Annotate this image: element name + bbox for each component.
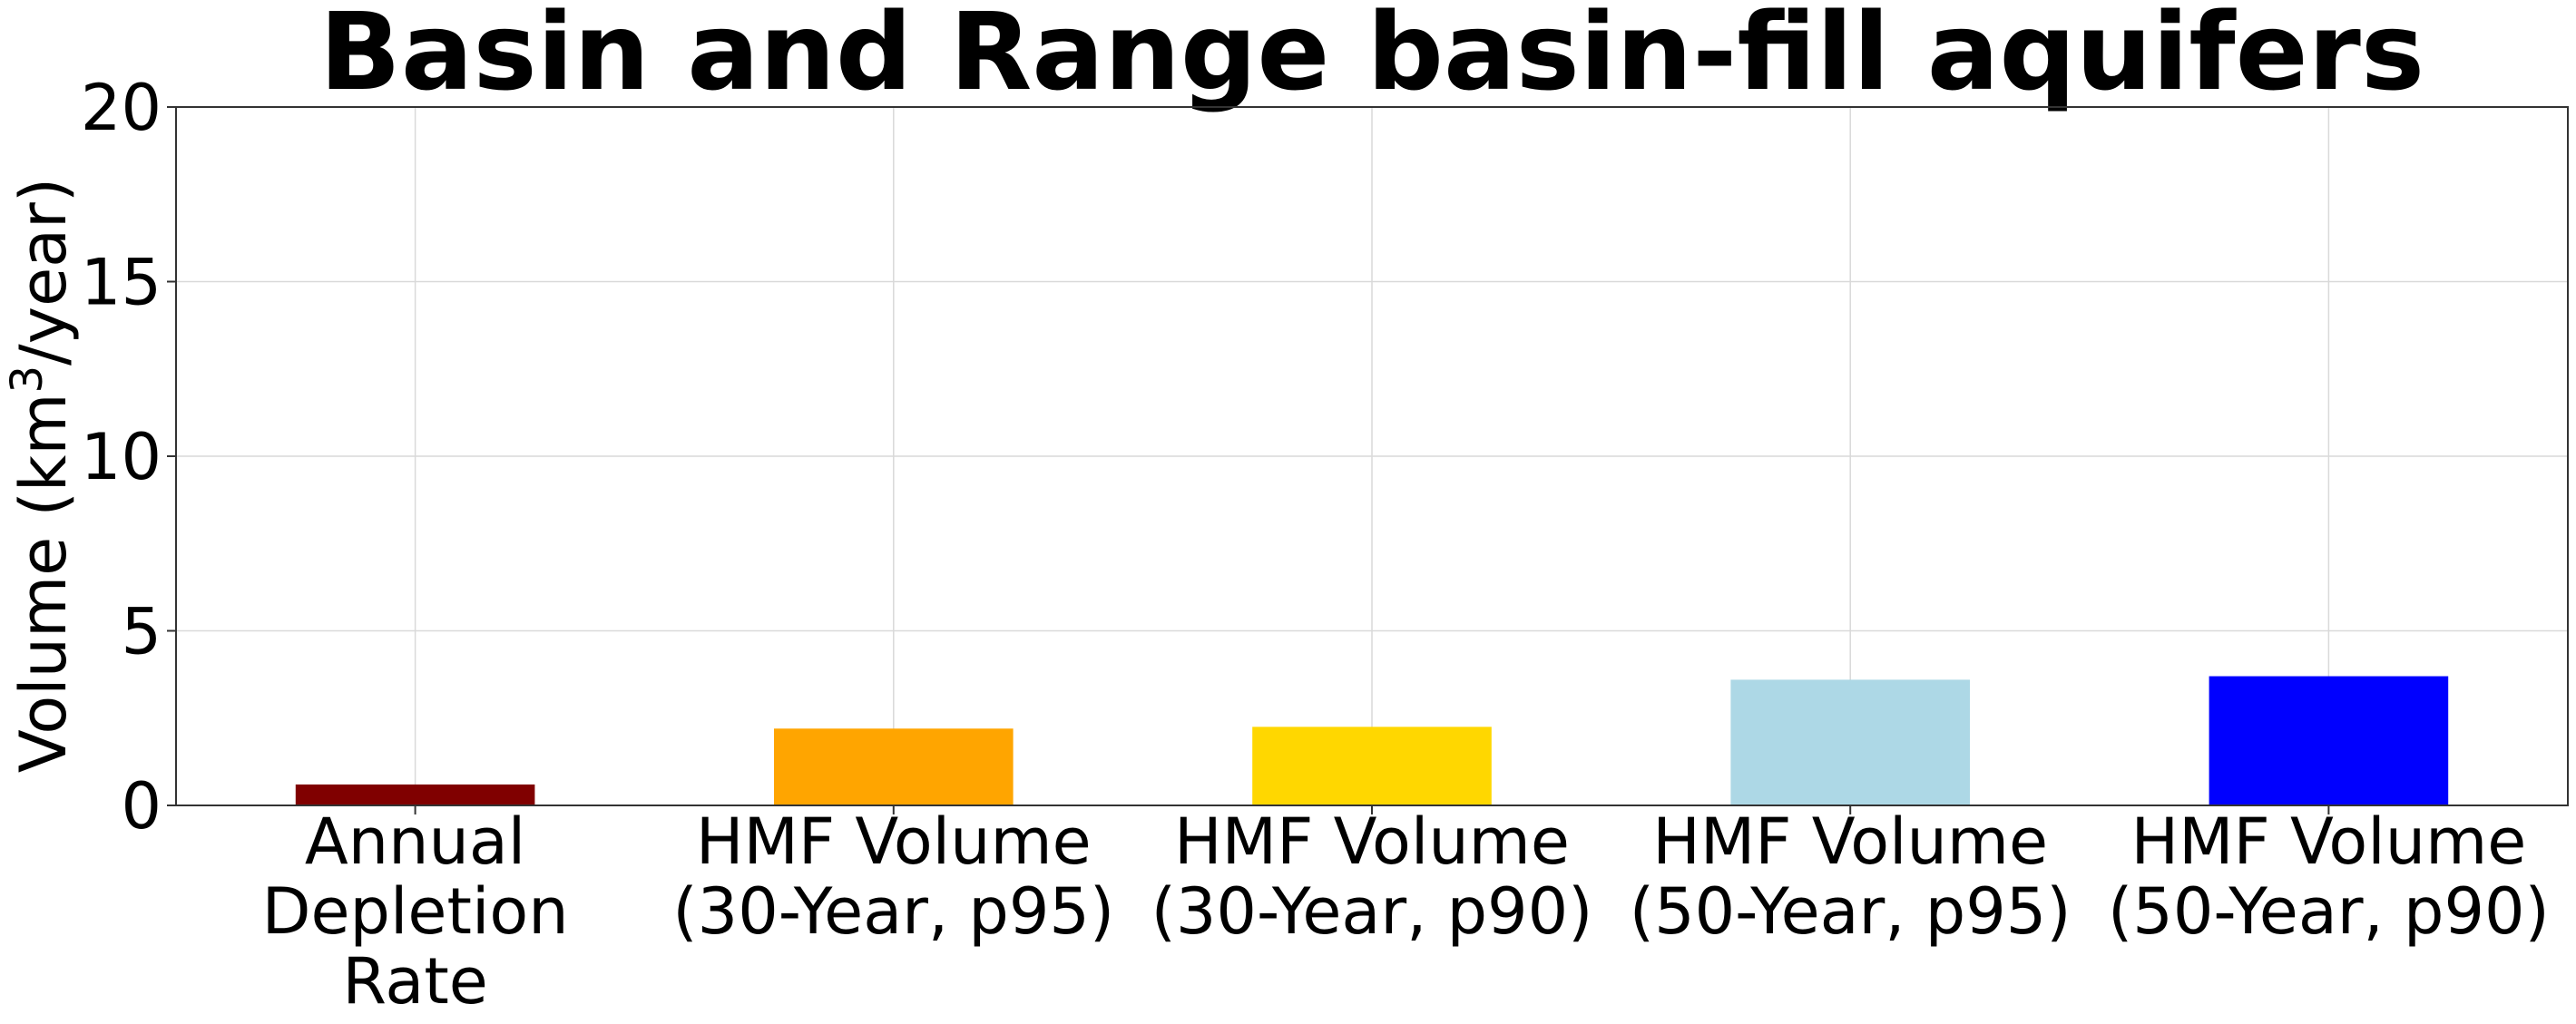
y-tick-label: 0 <box>121 769 162 844</box>
x-tick-label: HMF Volume (30-Year, p95) <box>672 805 1114 949</box>
y-axis-ticks: 0 5 10 15 20 <box>81 71 176 844</box>
x-tick-label: HMF Volume (50-Year, p90) <box>2108 805 2550 949</box>
x-tick-label-line: HMF Volume <box>696 805 1092 879</box>
x-tick-label-line: Depletion <box>262 874 569 949</box>
x-tick-label-line: (50-Year, p90) <box>2108 874 2550 949</box>
x-tick-label-line: HMF Volume <box>2130 805 2526 879</box>
chart-title: Basin and Range basin-fill aquifers <box>319 0 2424 114</box>
y-axis-label-prefix: Volume (km <box>6 393 81 773</box>
y-axis-label: Volume (km3/year) <box>2 178 81 773</box>
y-tick-label: 15 <box>81 246 162 320</box>
bar <box>2209 676 2449 805</box>
x-tick-label-line: Rate <box>342 944 488 1019</box>
x-tick-label-line: (30-Year, p90) <box>1151 874 1593 949</box>
bars <box>295 676 2449 805</box>
x-tick-label-line: HMF Volume <box>1652 805 2048 879</box>
y-tick-label: 10 <box>81 420 162 494</box>
bar <box>774 728 1014 805</box>
x-tick-label-line: HMF Volume <box>1174 805 1570 879</box>
y-tick-label: 5 <box>121 595 162 669</box>
x-tick-label: HMF Volume (50-Year, p95) <box>1630 805 2072 949</box>
x-tick-label-line: Annual <box>305 805 525 879</box>
x-tick-label-line: (50-Year, p95) <box>1630 874 2072 949</box>
bar <box>1252 727 1492 805</box>
y-axis-label-superscript: 3 <box>2 366 53 394</box>
y-tick-label: 20 <box>81 71 162 145</box>
y-axis-label-suffix: /year) <box>6 178 81 366</box>
x-tick-label: Annual Depletion Rate <box>262 805 569 1019</box>
x-tick-label: HMF Volume (30-Year, p90) <box>1151 805 1593 949</box>
x-tick-label-line: (30-Year, p95) <box>672 874 1114 949</box>
bar <box>295 784 535 805</box>
bar <box>1730 679 1970 805</box>
